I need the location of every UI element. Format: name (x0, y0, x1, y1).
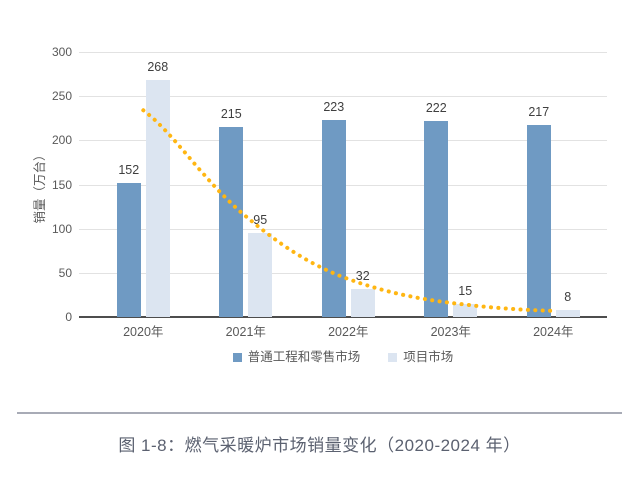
bar-main-market (219, 127, 244, 317)
bar-value-label: 8 (564, 289, 572, 304)
legend-label-project-market: 项目市场 (403, 350, 454, 364)
bar-project-market (350, 288, 375, 317)
gridline (79, 52, 607, 53)
y-tick-label: 150 (51, 177, 72, 192)
bar-value-label: 223 (323, 100, 345, 115)
x-tick-label: 2023年 (430, 325, 471, 339)
bar-value-label: 15 (458, 283, 473, 298)
bar-value-label: 217 (528, 105, 550, 120)
bar-value-label: 215 (220, 107, 242, 122)
y-tick-label: 200 (51, 133, 72, 148)
bar-main-market (321, 120, 346, 317)
figure-caption: 图 1-8：燃气采暖炉市场销量变化（2020-2024 年） (118, 436, 521, 455)
x-tick-label: 2024年 (533, 325, 574, 339)
x-tick-label: 2020年 (123, 325, 164, 339)
x-tick-label: 2021年 (225, 325, 266, 339)
bar-main-market (116, 182, 141, 317)
caption-divider (17, 412, 622, 414)
legend-swatch-main-market (232, 352, 242, 362)
y-tick-label: 50 (58, 265, 72, 280)
y-tick-label: 250 (51, 89, 72, 104)
bar-main-market (424, 120, 449, 317)
bar-value-label: 95 (253, 213, 268, 228)
bar-value-label: 152 (118, 162, 140, 177)
y-axis-title: 销量（万台） (32, 148, 47, 224)
bar-value-label: 222 (425, 100, 447, 115)
bar-project-market (248, 233, 273, 317)
legend-item-main-market: 普通工程和零售市场 (232, 350, 361, 364)
bar-value-label: 268 (147, 60, 169, 75)
legend: 普通工程和零售市场 项目市场 (79, 351, 607, 364)
y-tick-label: 0 (65, 310, 72, 324)
x-axis-line (79, 316, 607, 318)
gridline (79, 96, 607, 98)
bar-project-market (555, 309, 580, 317)
y-tick-label: 100 (51, 221, 72, 236)
x-tick-label: 2022年 (328, 325, 369, 339)
bar-main-market (526, 125, 551, 317)
bar-project-market (453, 303, 478, 317)
legend-label-main-market: 普通工程和零售市场 (247, 350, 361, 364)
y-tick-label: 300 (51, 45, 72, 59)
legend-item-project-market: 项目市场 (388, 351, 453, 364)
legend-swatch-project-market (388, 352, 398, 362)
bar-project-market (145, 80, 170, 317)
bar-value-label: 32 (355, 268, 370, 283)
